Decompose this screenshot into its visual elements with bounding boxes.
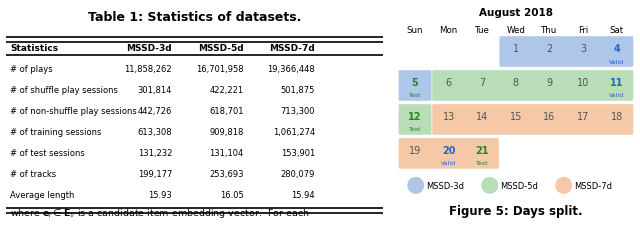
Text: MSSD-5d: MSSD-5d (198, 44, 244, 53)
Circle shape (556, 178, 572, 193)
Text: # of training sessions: # of training sessions (10, 128, 102, 136)
Text: 16: 16 (543, 112, 556, 122)
Text: 10: 10 (577, 78, 589, 88)
Text: 422,221: 422,221 (209, 86, 244, 95)
Text: # of non-shuffle play sessions: # of non-shuffle play sessions (10, 107, 137, 116)
Text: 20: 20 (442, 145, 456, 155)
Text: MSSD-3d: MSSD-3d (127, 44, 172, 53)
Text: 3: 3 (580, 44, 586, 54)
Text: Test: Test (409, 93, 421, 98)
Text: 16,701,958: 16,701,958 (196, 65, 244, 74)
Circle shape (482, 178, 497, 193)
Text: # of plays: # of plays (10, 65, 52, 74)
Text: 13: 13 (442, 112, 455, 122)
Text: 19: 19 (409, 145, 421, 155)
Text: 21: 21 (476, 145, 489, 155)
Text: 12: 12 (408, 112, 422, 122)
Text: Valid: Valid (441, 161, 456, 166)
Text: 199,177: 199,177 (138, 169, 172, 178)
Text: MSSD-7d: MSSD-7d (269, 44, 315, 53)
Text: 713,300: 713,300 (281, 107, 315, 116)
Text: 618,701: 618,701 (209, 107, 244, 116)
Text: # of test sessions: # of test sessions (10, 148, 85, 158)
Text: Sun: Sun (407, 25, 423, 34)
Text: 501,875: 501,875 (281, 86, 315, 95)
Text: 9: 9 (547, 78, 552, 88)
Text: Average length: Average length (10, 190, 74, 199)
Text: Thu: Thu (541, 25, 557, 34)
Circle shape (408, 178, 424, 193)
Text: 7: 7 (479, 78, 485, 88)
Text: 131,232: 131,232 (138, 148, 172, 158)
FancyBboxPatch shape (399, 139, 499, 169)
FancyBboxPatch shape (432, 105, 633, 135)
Text: 1,061,274: 1,061,274 (273, 128, 315, 136)
Text: 1: 1 (513, 44, 519, 54)
Text: Table 1: Statistics of datasets.: Table 1: Statistics of datasets. (88, 11, 301, 24)
Text: MSSD-7d: MSSD-7d (573, 181, 612, 190)
Text: 15.94: 15.94 (292, 190, 315, 199)
Text: Figure 5: Days split.: Figure 5: Days split. (449, 204, 583, 217)
Text: 2: 2 (547, 44, 553, 54)
FancyBboxPatch shape (399, 71, 431, 101)
Text: 17: 17 (577, 112, 589, 122)
Text: 442,726: 442,726 (138, 107, 172, 116)
Text: 131,104: 131,104 (209, 148, 244, 158)
Text: 280,079: 280,079 (281, 169, 315, 178)
Text: Fri: Fri (578, 25, 588, 34)
Text: # of shuffle play sessions: # of shuffle play sessions (10, 86, 118, 95)
Text: Sat: Sat (610, 25, 624, 34)
Text: where $\mathbf{e}_i \in \mathbf{E}_{\mathcal{V}}$ is a candidate item embedding : where $\mathbf{e}_i \in \mathbf{E}_{\mat… (10, 206, 310, 219)
Text: 18: 18 (611, 112, 623, 122)
Text: 11: 11 (610, 78, 623, 88)
Text: 19,366,448: 19,366,448 (268, 65, 315, 74)
FancyBboxPatch shape (399, 105, 431, 135)
Text: 8: 8 (513, 78, 519, 88)
Text: 14: 14 (476, 112, 488, 122)
Text: Valid: Valid (609, 59, 625, 64)
Text: 153,901: 153,901 (281, 148, 315, 158)
Text: 301,814: 301,814 (138, 86, 172, 95)
Text: 16.05: 16.05 (220, 190, 244, 199)
Text: 5: 5 (412, 78, 419, 88)
Text: 15: 15 (509, 112, 522, 122)
Text: Test: Test (476, 161, 488, 166)
Text: Tue: Tue (475, 25, 490, 34)
Text: Wed: Wed (506, 25, 525, 34)
Text: 6: 6 (445, 78, 452, 88)
Text: 253,693: 253,693 (209, 169, 244, 178)
Text: Valid: Valid (609, 93, 625, 98)
Text: 15.93: 15.93 (148, 190, 172, 199)
Text: 4: 4 (613, 44, 620, 54)
Text: August 2018: August 2018 (479, 8, 553, 18)
FancyBboxPatch shape (499, 37, 633, 68)
Text: Test: Test (409, 127, 421, 132)
Text: 613,308: 613,308 (138, 128, 172, 136)
Text: MSSD-3d: MSSD-3d (426, 181, 464, 190)
FancyBboxPatch shape (432, 71, 633, 101)
Text: 909,818: 909,818 (209, 128, 244, 136)
Text: # of tracks: # of tracks (10, 169, 56, 178)
Text: 11,858,262: 11,858,262 (124, 65, 172, 74)
Text: Mon: Mon (440, 25, 458, 34)
Text: Statistics: Statistics (10, 44, 58, 53)
Text: MSSD-5d: MSSD-5d (500, 181, 538, 190)
